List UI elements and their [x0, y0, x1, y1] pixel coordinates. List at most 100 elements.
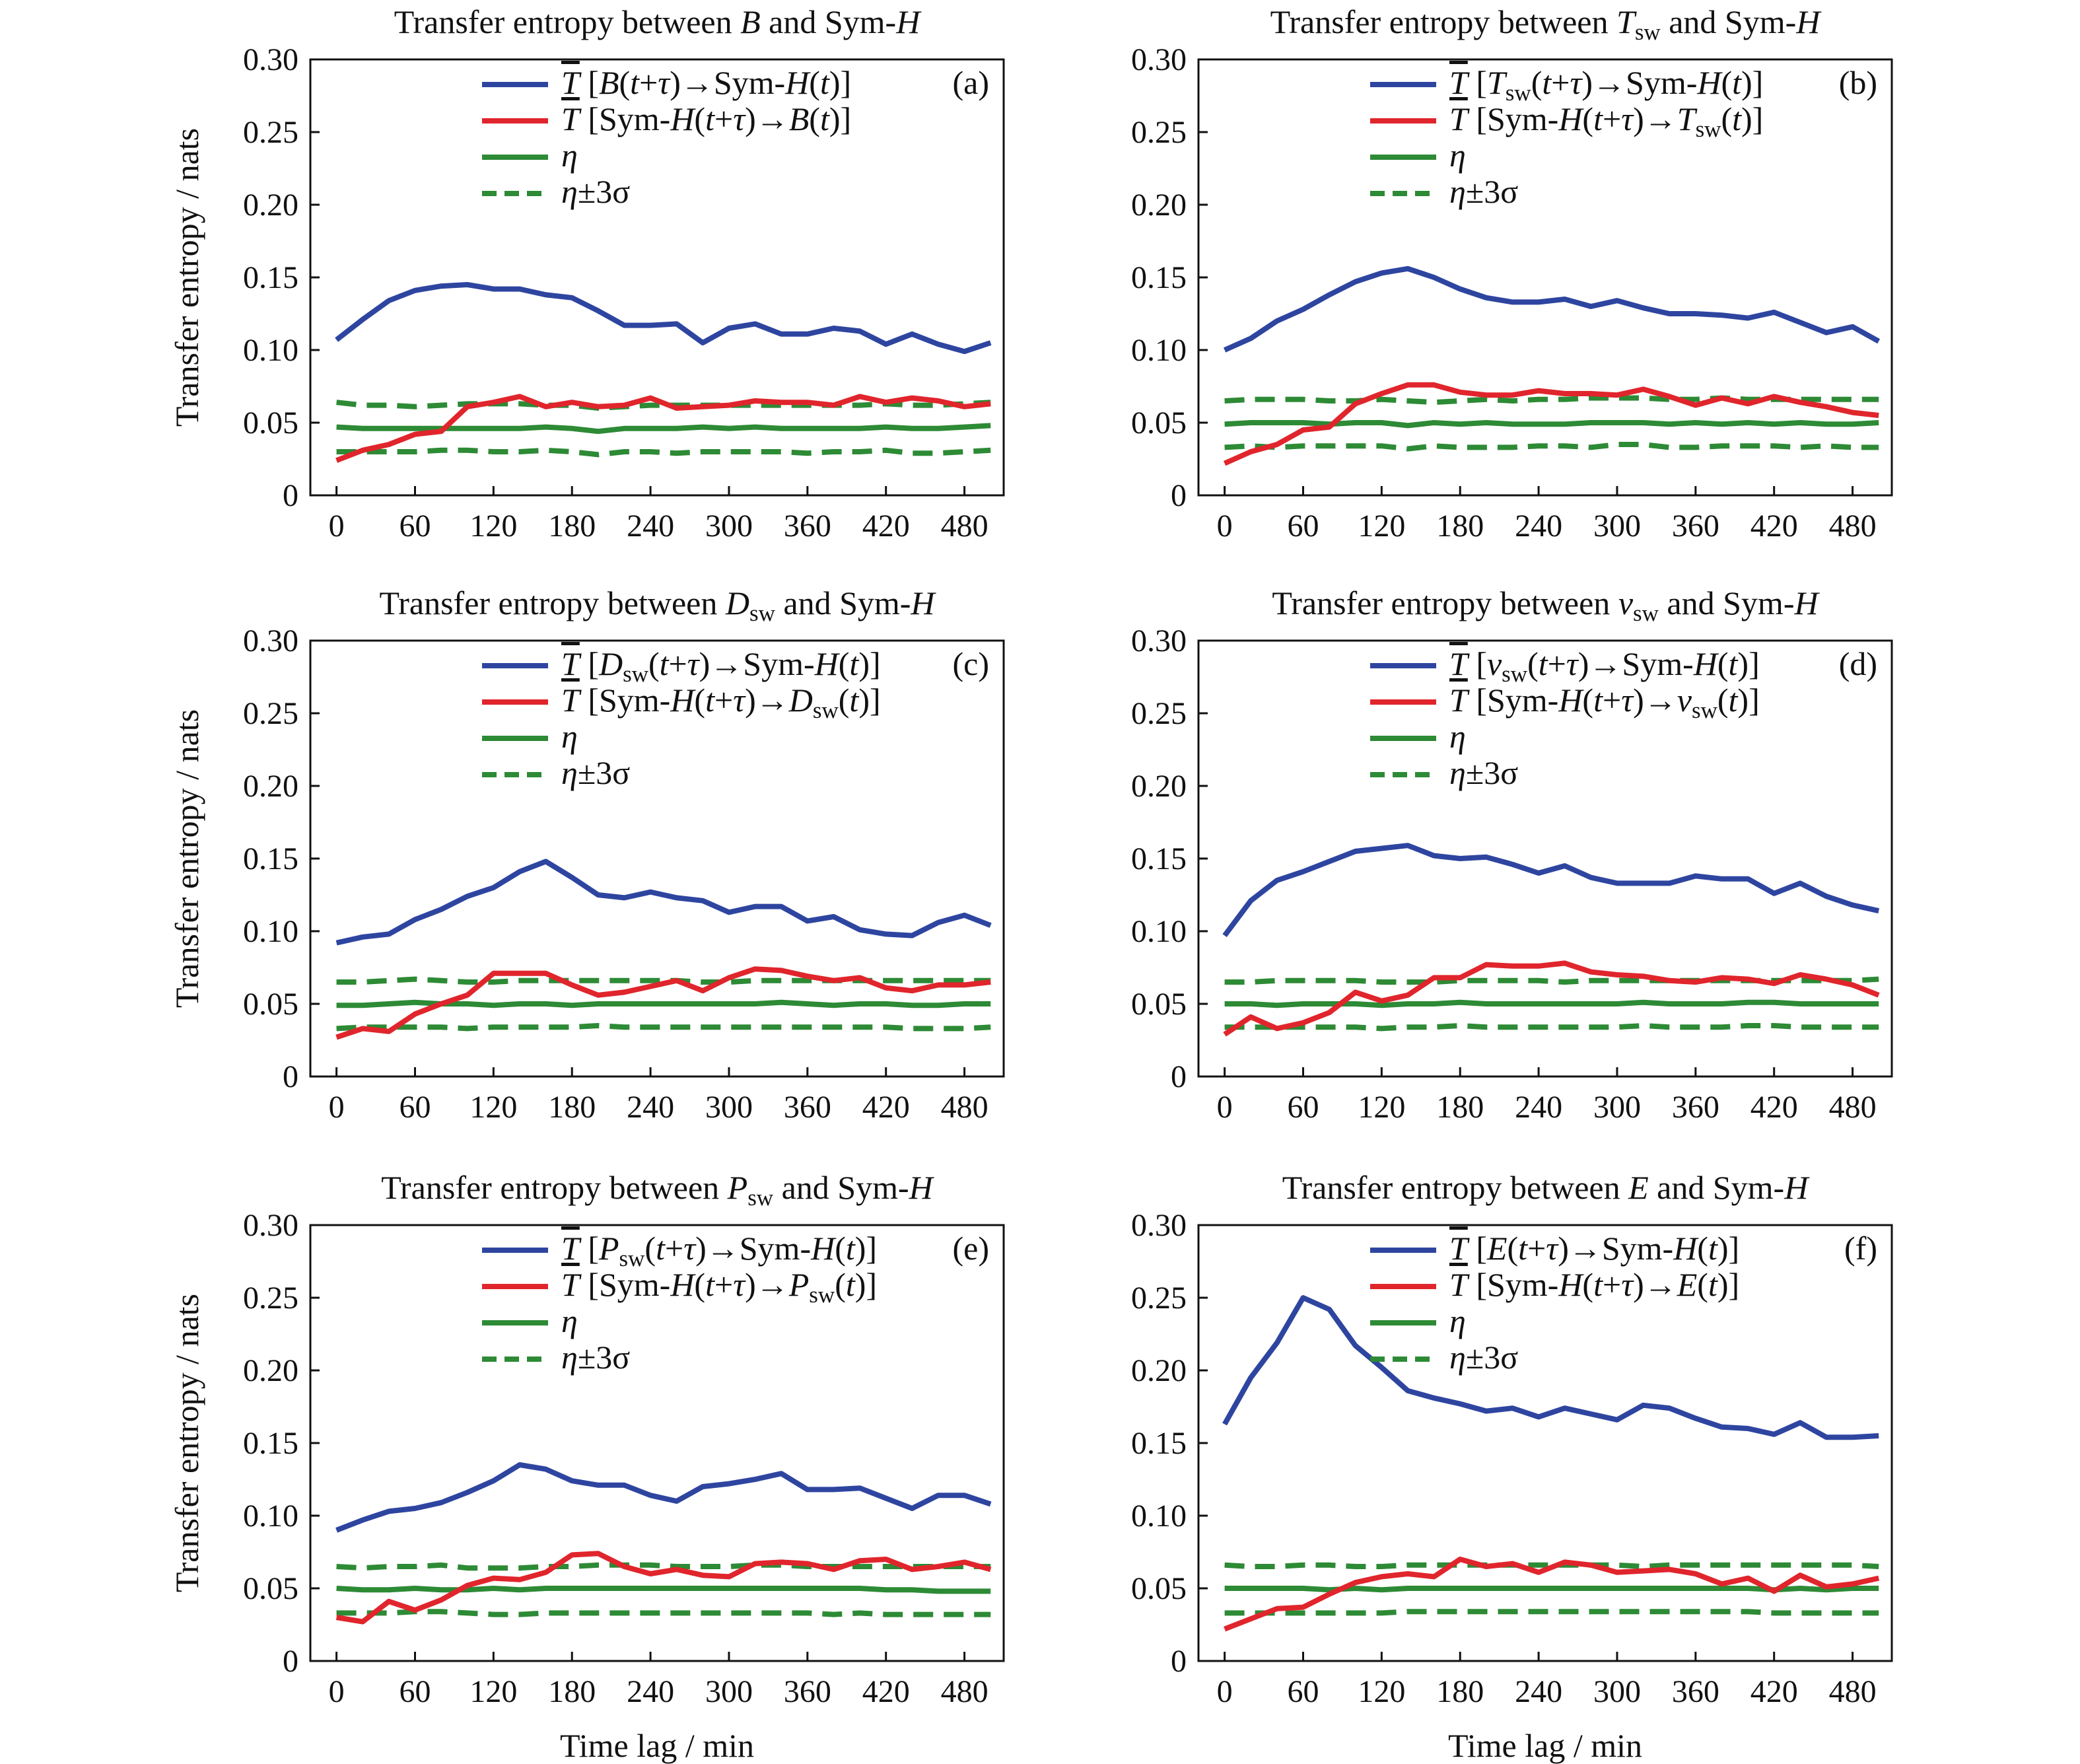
panel-title-part: B — [740, 3, 761, 40]
series-line-eta-minus-3sigma — [336, 1609, 991, 1617]
legend-entry-part: )→Sym- — [695, 1230, 811, 1267]
legend-entry-part: t — [1542, 64, 1552, 101]
legend-entry-part: ±3σ — [1466, 173, 1518, 210]
legend-entry-part: + — [639, 64, 658, 101]
x-tick-label: 480 — [1829, 1090, 1877, 1125]
x-tick-label: 420 — [1751, 509, 1798, 544]
series-line-eta-plus-3sigma — [1224, 976, 1879, 985]
panel-title: Transfer entropy between E and Sym-H — [1282, 1169, 1810, 1206]
legend-entry-part: ( — [1527, 645, 1539, 682]
legend-entry-part: ( — [1717, 645, 1729, 682]
panel-title-part: v — [1618, 584, 1634, 621]
legend-entry: η — [561, 718, 578, 755]
series-line-reverse — [1223, 382, 1879, 466]
y-tick-label: 0.30 — [1131, 42, 1187, 77]
panel-title-part: H — [1793, 584, 1820, 621]
legend-entry-part: + — [714, 682, 733, 719]
y-tick-label: 0.20 — [243, 1353, 298, 1388]
legend-entry-part: τ — [1621, 100, 1634, 137]
x-tick-label: 120 — [1358, 509, 1405, 544]
y-tick-label: 0.25 — [243, 1281, 298, 1316]
legend-entry-part: ( — [839, 682, 850, 719]
legend-entry-part: )→Sym- — [1581, 64, 1697, 101]
y-tick-label: 0.30 — [1131, 623, 1187, 658]
y-tick-label: 0.15 — [243, 841, 298, 876]
legend-entry-part: )] — [858, 645, 880, 682]
legend-entry-part: ±3σ — [1466, 1339, 1518, 1376]
legend-entry-part: H — [1693, 645, 1719, 682]
legend-entry-part: ( — [644, 1230, 656, 1267]
legend-entry-part: η — [1449, 173, 1466, 210]
legend-entry: T [B(t+τ)→Sym-H(t)] — [561, 64, 851, 101]
legend-entry-part: η — [561, 754, 578, 791]
x-tick-label: 420 — [862, 1090, 910, 1125]
legend-entry-part: H — [1558, 100, 1584, 137]
legend-entry-part: )] — [1717, 1266, 1739, 1303]
legend-entry-part: t — [705, 1266, 715, 1303]
legend-entry-part: ( — [1582, 1266, 1593, 1303]
legend-entry: T [Sym-H(t+τ)→B(t)] — [561, 100, 851, 137]
legend-entry: T [Sym-H(t+τ)→Tsw(t)] — [1449, 100, 1763, 142]
x-tick-label: 180 — [1436, 1674, 1484, 1709]
legend-entry: T [Psw(t+τ)→Sym-H(t)] — [561, 1230, 877, 1271]
y-tick-label: 0.05 — [1131, 987, 1187, 1022]
legend-entry-part: )→ — [1633, 682, 1677, 719]
legend-entry-part: H — [670, 1266, 696, 1303]
legend-entry-part: η — [1449, 1302, 1466, 1339]
legend-entry-part: ( — [809, 100, 820, 137]
y-axis-label: Transfer entropy / nats — [168, 1294, 205, 1592]
panel-label: (c) — [953, 645, 990, 682]
series-line-eta-minus-3sigma — [336, 447, 991, 458]
panel-a: Transfer entropy between B and Sym-H00.0… — [168, 3, 1005, 544]
x-tick-label: 120 — [469, 1090, 517, 1125]
legend-entry-part: ( — [1721, 64, 1732, 101]
legend-entry: η — [561, 1302, 578, 1339]
legend-entry-part: )→ — [745, 1266, 789, 1303]
legend-entry-part: E — [1677, 1266, 1698, 1303]
legend-entry-part: T — [561, 1266, 582, 1303]
legend-entry-part: t — [660, 645, 670, 682]
x-tick-label: 240 — [627, 1674, 674, 1709]
legend-entry-part: + — [669, 645, 687, 682]
legend-entry-part: t — [1729, 682, 1739, 719]
panel-title-part: sw — [749, 600, 776, 626]
x-tick-label: 480 — [941, 509, 988, 544]
y-tick-label: 0.30 — [243, 623, 298, 658]
legend-entry-part: t — [1593, 1266, 1603, 1303]
legend-entry-part: τ — [1570, 64, 1583, 101]
legend-entry: η±3σ — [1449, 754, 1518, 791]
x-tick-label: 180 — [548, 509, 596, 544]
x-axis-label: Time lag / min — [560, 1727, 754, 1764]
legend-entry-part: [ — [580, 645, 599, 682]
legend-entry-part: T — [1449, 645, 1470, 682]
legend-entry-part: T — [561, 1230, 582, 1267]
legend-entry-part: + — [1603, 1266, 1621, 1303]
panel-title-part: and Sym- — [761, 3, 897, 40]
series-line-eta-plus-3sigma — [336, 1562, 991, 1571]
legend-entry-part: t — [1708, 1266, 1718, 1303]
legend-entry-part: H — [1696, 64, 1723, 101]
legend-entry-part: D — [598, 645, 623, 682]
legend-entry-part: [Sym- — [1468, 1266, 1559, 1303]
legend-entry-part: )] — [1741, 64, 1763, 101]
panel-title: Transfer entropy between Psw and Sym-H — [381, 1169, 934, 1211]
legend-entry-part: t — [1539, 645, 1548, 682]
y-tick-label: 0.10 — [1131, 1499, 1187, 1534]
panel-label: (a) — [953, 64, 990, 101]
legend-entry-part: ±3σ — [578, 1339, 630, 1376]
panel-title: Transfer entropy between vsw and Sym-H — [1272, 584, 1820, 626]
legend-entry-part: t — [1518, 1230, 1528, 1267]
x-tick-label: 120 — [469, 509, 517, 544]
x-tick-label: 480 — [941, 1674, 988, 1709]
series-line-eta-plus-3sigma — [336, 976, 991, 985]
legend-entry-part: )] — [855, 1230, 877, 1267]
x-tick-label: 300 — [1593, 1090, 1641, 1125]
panel-title: Transfer entropy between Dsw and Sym-H — [379, 584, 936, 626]
legend-entry-part: )] — [829, 64, 851, 101]
x-tick-label: 240 — [627, 1090, 674, 1125]
y-tick-label: 0.30 — [1131, 1208, 1187, 1243]
y-tick-label: 0.05 — [243, 1571, 298, 1606]
y-tick-label: 0.20 — [243, 188, 298, 223]
y-tick-label: 0.05 — [243, 987, 298, 1022]
legend-entry-part: B — [599, 64, 619, 101]
